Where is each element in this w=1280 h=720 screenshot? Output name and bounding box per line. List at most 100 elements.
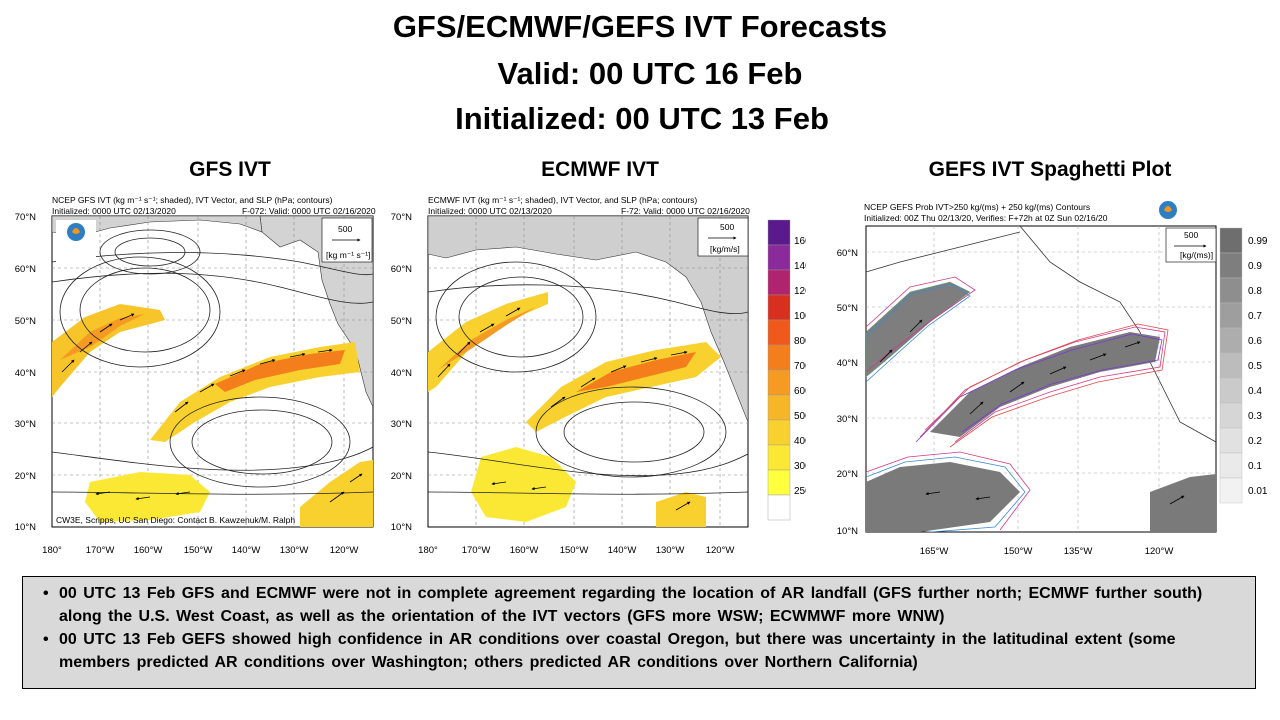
- ivt-colorbar-segment: [767, 269, 791, 296]
- probability-colorbar-segment: [1219, 277, 1243, 304]
- lat-label: 30°N: [391, 419, 412, 430]
- ivt-colorbar-label: 300: [794, 461, 806, 472]
- lon-label: 140°W: [232, 545, 261, 556]
- note-item-gefs-confidence: 00 UTC 13 Feb GEFS showed high confidenc…: [43, 628, 1245, 674]
- ivt-colorbar-label: 250: [794, 486, 806, 497]
- gfs-vector-ref: 500: [338, 224, 353, 234]
- lon-label: 170°W: [86, 545, 115, 556]
- ivt-colorbar-label: 600: [794, 386, 806, 397]
- note-item-ar-landfall: 00 UTC 13 Feb GFS and ECMWF were not in …: [43, 582, 1245, 628]
- cw3e-logo-icon: [56, 220, 96, 262]
- ecmwf-vector-units: [kg/m/s]: [710, 244, 740, 254]
- ivt-colorbar-label: 1400: [794, 261, 806, 272]
- ecmwf-lon-labels: 180° 170°W 160°W 150°W 140°W 130°W 120°W: [418, 545, 734, 556]
- gefs-spaghetti-map: NCEP GEFS Prob IVT>250 kg/(ms) + 250 kg/…: [820, 192, 1280, 572]
- ecmwf-lat-labels: 70°N 60°N 50°N 40°N 30°N 20°N 10°N: [391, 212, 412, 533]
- ivt-colorbar-segment: [767, 319, 791, 346]
- lon-label: 150°W: [184, 545, 213, 556]
- gfs-credit: CW3E, Scripps, UC San Diego: Contact B. …: [56, 515, 296, 525]
- gefs-lon-labels: 165°W 150°W 135°W 120°W: [920, 546, 1174, 557]
- probability-colorbar-label: 0.3: [1248, 411, 1262, 422]
- probability-colorbar-segment: [1219, 302, 1243, 329]
- ivt-colorbar: 1600 1400 1200 1000 800 700 600 500 400 300 250: [767, 219, 806, 521]
- probability-colorbar-segment: [1219, 227, 1243, 254]
- lat-label: 40°N: [15, 368, 36, 379]
- ivt-colorbar-label: 1200: [794, 286, 806, 297]
- ivt-colorbar-segment: [767, 244, 791, 271]
- lon-label: 130°W: [280, 545, 309, 556]
- gefs-vector-ref: 500: [1184, 230, 1199, 240]
- lon-label: 150°W: [1004, 546, 1033, 557]
- probability-colorbar-segment: [1219, 427, 1243, 454]
- lat-label: 60°N: [837, 248, 858, 259]
- probability-colorbar-segment: [1219, 377, 1243, 404]
- probability-colorbar: 0.99 0.9 0.8 0.7 0.6 0.5 0.4 0.3 0.2 0.1 0.01: [1219, 227, 1268, 504]
- probability-colorbar-label: 0.6: [1248, 336, 1262, 347]
- lat-label: 60°N: [15, 264, 36, 275]
- discussion-notes: 00 UTC 13 Feb GFS and ECMWF were not in …: [22, 576, 1256, 689]
- gefs-lat-labels: 60°N 50°N 40°N 30°N 20°N 10°N: [837, 248, 858, 537]
- lat-label: 70°N: [391, 212, 412, 223]
- lon-label: 180°: [418, 545, 438, 556]
- ivt-colorbar-segment: [767, 419, 791, 446]
- lat-label: 10°N: [837, 526, 858, 537]
- ivt-colorbar-label: 500: [794, 411, 806, 422]
- lat-label: 40°N: [391, 368, 412, 379]
- main-title: GFS/ECMWF/GEFS IVT Forecasts: [392, 9, 888, 44]
- lon-label: 120°W: [1145, 546, 1174, 557]
- probability-colorbar-label: 0.7: [1248, 311, 1262, 322]
- ivt-plume-north: [52, 304, 165, 397]
- ivt-colorbar-segment: [767, 394, 791, 421]
- valid-time: Valid: 00 UTC 16 Feb: [497, 56, 803, 91]
- gfs-lat-labels: 70°N 60°N 50°N 40°N 30°N 20°N 10°N: [15, 212, 36, 533]
- lon-label: 160°W: [134, 545, 163, 556]
- ivt-colorbar-segment: [767, 219, 791, 246]
- gefs-panel-title: GEFS IVT Spaghetti Plot: [928, 158, 1172, 181]
- lon-label: 150°W: [560, 545, 589, 556]
- lon-label: 165°W: [920, 546, 949, 557]
- lat-label: 70°N: [15, 212, 36, 223]
- ecmwf-panel-title: ECMWF IVT: [541, 158, 659, 181]
- gfs-lon-labels: 180° 170°W 160°W 150°W 140°W 130°W 120°W: [42, 545, 358, 556]
- ecmwf-map-valid: F-72: Valid: 0000 UTC 02/16/2020: [621, 206, 750, 216]
- probability-colorbar-label: 0.8: [1248, 286, 1262, 297]
- probability-colorbar-label: 0.99: [1248, 236, 1268, 247]
- lat-label: 40°N: [837, 358, 858, 369]
- lon-label: 180°: [42, 545, 62, 556]
- gefs-vector-units: [kg/(ms)]: [1180, 250, 1214, 260]
- initialized-time: Initialized: 00 UTC 13 Feb: [455, 101, 829, 136]
- probability-colorbar-segment: [1219, 352, 1243, 379]
- ivt-colorbar-segment: [767, 369, 791, 396]
- lat-label: 10°N: [391, 522, 412, 533]
- ivt-colorbar-segment: [767, 344, 791, 371]
- ecmwf-ivt-map: ECMWF IVT (kg m⁻¹ s⁻¹; shaded), IVT Vect…: [376, 192, 806, 567]
- lon-label: 160°W: [510, 545, 539, 556]
- probability-colorbar-segment: [1219, 402, 1243, 429]
- lat-label: 50°N: [15, 316, 36, 327]
- probability-colorbar-label: 0.9: [1248, 261, 1262, 272]
- ivt-colorbar-label: 1000: [794, 311, 806, 322]
- probability-colorbar-label: 0.5: [1248, 361, 1262, 372]
- ecmwf-map-init: Initialized: 0000 UTC 02/13/2020: [428, 206, 552, 216]
- lon-label: 140°W: [608, 545, 637, 556]
- lat-label: 20°N: [15, 471, 36, 482]
- lat-label: 60°N: [391, 264, 412, 275]
- probability-colorbar-label: 0.2: [1248, 436, 1262, 447]
- ecmwf-vector-ref: 500: [720, 222, 735, 232]
- lon-label: 120°W: [706, 545, 735, 556]
- lat-label: 50°N: [837, 303, 858, 314]
- ivt-colorbar-label: 1600: [794, 236, 806, 247]
- ivt-colorbar-label: 800: [794, 336, 806, 347]
- ivt-colorbar-segment: [767, 294, 791, 321]
- lat-label: 20°N: [837, 469, 858, 480]
- ivt-plume-north-core: [60, 314, 145, 360]
- gfs-vector-units: [kg m⁻¹ s⁻¹]: [326, 250, 371, 260]
- gfs-ivt-map: NCEP GFS IVT (kg m⁻¹ s⁻¹; shaded), IVT V…: [0, 192, 380, 567]
- probability-colorbar-segment: [1219, 452, 1243, 479]
- lon-label: 135°W: [1064, 546, 1093, 557]
- ivt-colorbar-label: 400: [794, 436, 806, 447]
- ivt-colorbar-segment: [767, 494, 791, 521]
- ivt-colorbar-segment: [767, 469, 791, 496]
- lon-label: 120°W: [330, 545, 359, 556]
- gefs-map-init: Initialized: 00Z Thu 02/13/20, Verifies:…: [864, 213, 1108, 223]
